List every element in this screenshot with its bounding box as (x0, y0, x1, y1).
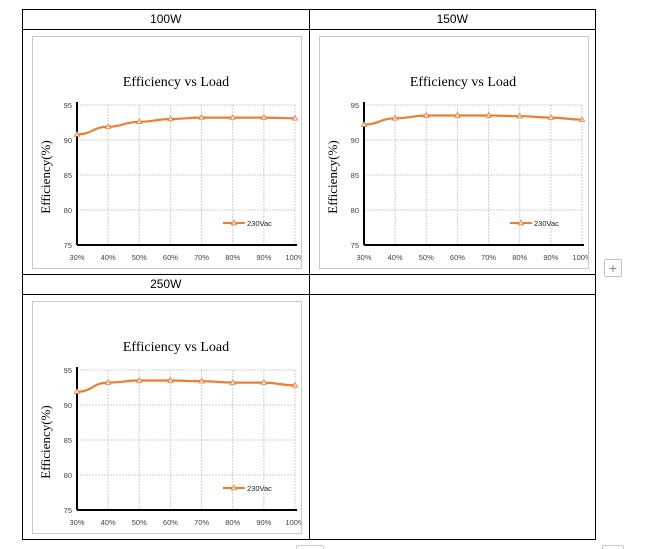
data-point-100% (578, 116, 585, 122)
data-point-40% (104, 123, 112, 129)
cell-header-250w: 250W (22, 274, 310, 295)
x-tick-label: 70% (194, 253, 209, 262)
y-tick-label: 80 (64, 471, 72, 480)
corner-resize-handle[interactable] (602, 545, 624, 549)
data-point-70% (198, 113, 205, 120)
x-tick-label: 60% (163, 253, 178, 262)
x-tick-label: 90% (543, 253, 558, 262)
y-axis-label: Efficiency(%) (38, 405, 53, 478)
add-column-button[interactable]: + (604, 259, 622, 277)
x-tick-label: 80% (225, 253, 240, 262)
data-point-50% (136, 118, 143, 124)
data-point-30% (73, 130, 81, 137)
x-tick-label: 70% (481, 253, 496, 262)
chart-grid-table: 100W 150W Efficiency vs Load 75 80 85 90 95 30… (22, 9, 596, 540)
data-point-90% (547, 113, 554, 120)
data-point-70% (484, 111, 492, 118)
x-tick-label: 100% (285, 253, 301, 262)
x-tick-label: 60% (163, 518, 178, 527)
y-tick-label: 80 (64, 206, 72, 215)
cell-150w: Efficiency vs Load 75 80 85 90 95 30% 40% 50% 60%… (308, 29, 596, 275)
data-point-50% (136, 376, 143, 383)
x-tick-label: 60% (449, 253, 464, 262)
y-axis-label: Efficiency(%) (325, 140, 340, 213)
data-point-100% (291, 381, 299, 388)
y-tick-label: 95 (350, 101, 358, 110)
x-tick-label: 30% (69, 253, 84, 262)
series-line-230Vac (363, 114, 582, 126)
y-tick-label: 95 (64, 366, 72, 375)
x-tick-label: 90% (256, 253, 271, 262)
y-tick-label: 90 (64, 136, 72, 145)
data-point-70% (198, 377, 205, 384)
data-point-60% (167, 376, 174, 383)
y-tick-label: 75 (64, 506, 72, 515)
legend-label: 230Vac (247, 484, 272, 493)
legend-label: 230Vac (534, 219, 559, 228)
data-point-30% (360, 120, 367, 127)
x-tick-label: 80% (512, 253, 527, 262)
x-tick-label: 30% (356, 253, 371, 262)
cell-250w: Efficiency vs Load 75 80 85 90 95 30% 40% 50% 60%… (22, 294, 310, 540)
series-line-230Vac (76, 379, 296, 393)
chart-150w-svg: Efficiency vs Load 75 80 85 90 95 30% 40% 50% 60%… (325, 75, 588, 262)
cell-header-100w: 100W (22, 9, 310, 30)
y-tick-label: 75 (64, 241, 72, 250)
x-tick-label: 40% (101, 518, 116, 527)
x-tick-label: 30% (69, 518, 84, 527)
x-tick-label: 100% (285, 518, 301, 527)
y-tick-label: 80 (350, 206, 358, 215)
y-tick-label: 95 (64, 101, 72, 110)
chart-100w[interactable]: Efficiency vs Load 75 80 85 90 95 30% 40% 50% 60%… (32, 36, 302, 269)
y-tick-label: 90 (350, 136, 358, 145)
y-tick-label: 85 (64, 171, 72, 180)
data-point-40% (391, 114, 398, 121)
data-point-60% (167, 115, 174, 122)
legend-marker (230, 484, 238, 491)
data-point-30% (73, 388, 81, 394)
legend-marker (517, 219, 524, 226)
x-tick-label: 40% (101, 253, 116, 262)
chart-250w-svg: Efficiency vs Load 75 80 85 90 95 30% 40% 50% 60%… (38, 340, 301, 527)
y-tick-label: 75 (350, 241, 358, 250)
x-tick-label: 70% (194, 518, 209, 527)
x-tick-label: 100% (572, 253, 588, 262)
x-tick-label: 90% (256, 518, 271, 527)
chart-150w[interactable]: Efficiency vs Load 75 80 85 90 95 30% 40% 50% 60%… (318, 36, 589, 269)
chart-title: Efficiency vs Load (123, 340, 229, 355)
data-point-80% (229, 378, 236, 385)
data-point-90% (260, 378, 268, 385)
y-tick-label: 85 (350, 171, 358, 180)
data-point-60% (453, 111, 461, 118)
x-tick-label: 50% (418, 253, 433, 262)
chart-100w-svg: Efficiency vs Load 75 80 85 90 95 30% 40% 50% 60%… (38, 75, 301, 262)
data-point-80% (515, 112, 523, 119)
chart-250w[interactable]: Efficiency vs Load 75 80 85 90 95 30% 40% 50% 60%… (32, 301, 302, 534)
data-point-80% (229, 113, 236, 120)
cell-header-empty (308, 274, 596, 295)
series-line-230Vac (76, 116, 296, 136)
y-axis-label: Efficiency(%) (38, 140, 53, 213)
data-point-90% (260, 113, 268, 120)
cell-100w: Efficiency vs Load 75 80 85 90 95 30% 40% 50% 60%… (22, 29, 310, 275)
legend-label: 230Vac (247, 219, 272, 228)
cell-header-150w: 150W (308, 9, 596, 30)
data-point-100% (291, 114, 299, 121)
chart-title: Efficiency vs Load (123, 75, 229, 90)
x-tick-label: 40% (387, 253, 402, 262)
cell-empty[interactable] (308, 294, 596, 540)
y-tick-label: 90 (64, 401, 72, 410)
y-tick-label: 85 (64, 436, 72, 445)
x-tick-label: 80% (225, 518, 240, 527)
data-point-50% (422, 111, 430, 118)
x-tick-label: 50% (132, 253, 147, 262)
row-resize-handle[interactable] (296, 545, 324, 549)
data-point-40% (104, 378, 112, 385)
chart-title: Efficiency vs Load (409, 75, 515, 90)
x-tick-label: 50% (132, 518, 147, 527)
legend-marker (230, 219, 238, 226)
